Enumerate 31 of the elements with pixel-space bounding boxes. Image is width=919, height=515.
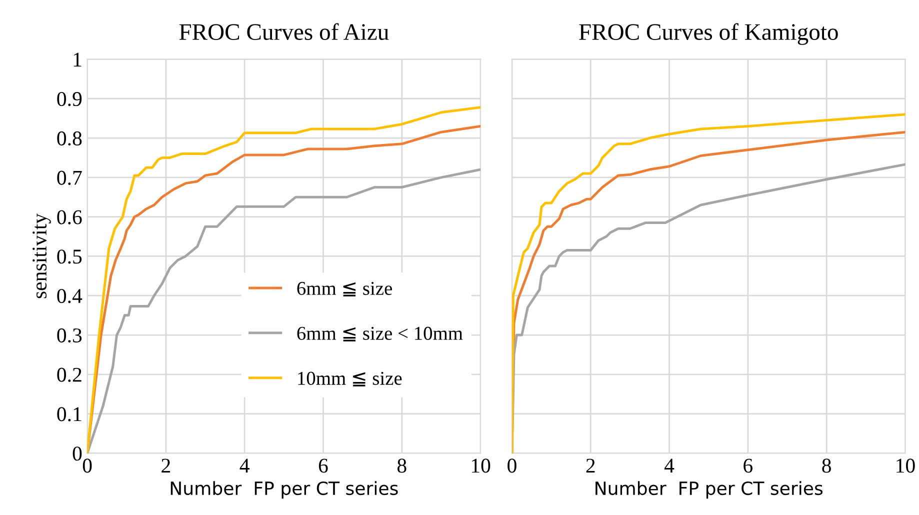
x-tick-label: 6 <box>744 458 753 473</box>
y-tick-label: 0.2 <box>57 368 82 382</box>
x-tick-label: 6 <box>318 458 328 473</box>
x-tick-label: 10 <box>472 458 490 473</box>
y-tick-label: 1 <box>74 52 82 66</box>
x-tick-label: 2 <box>162 458 170 473</box>
legend-label: 6mm ≦ size <box>297 282 392 296</box>
x-tick-label: 0 <box>508 458 516 473</box>
legend-label: 6mm ≦ size < 10mm <box>297 326 463 342</box>
legend-label: 10mm ≦ size <box>298 372 402 386</box>
x-axis-title: Number FP per CT series <box>596 481 823 499</box>
y-axis-title: sensitivity <box>32 213 51 298</box>
y-tick-label: 0.4 <box>57 288 82 304</box>
y-tick-label: 0.7 <box>57 170 82 185</box>
x-tick-label: 4 <box>664 458 674 473</box>
x-tick-label: 10 <box>896 458 915 473</box>
x-tick-label: 2 <box>586 458 595 473</box>
y-tick-label: 0.8 <box>57 131 82 146</box>
x-axis-title: Number FP per CT series <box>170 481 398 499</box>
x-tick-label: 0 <box>82 458 92 473</box>
x-tick-label: 8 <box>397 458 406 473</box>
y-tick-label: 0 <box>72 446 82 461</box>
y-tick-label: 0.3 <box>57 328 82 343</box>
y-tick-label: 0.6 <box>57 210 82 224</box>
chart-title: FROC Curves of Kamigoto <box>579 23 838 45</box>
y-tick-label: 0.5 <box>57 250 82 264</box>
y-tick-label: 0.1 <box>57 407 82 422</box>
y-tick-label: 0.9 <box>57 92 82 106</box>
x-tick-label: 4 <box>240 458 250 473</box>
x-tick-label: 8 <box>822 458 831 473</box>
chart-title: FROC Curves of Aizu <box>179 23 389 40</box>
